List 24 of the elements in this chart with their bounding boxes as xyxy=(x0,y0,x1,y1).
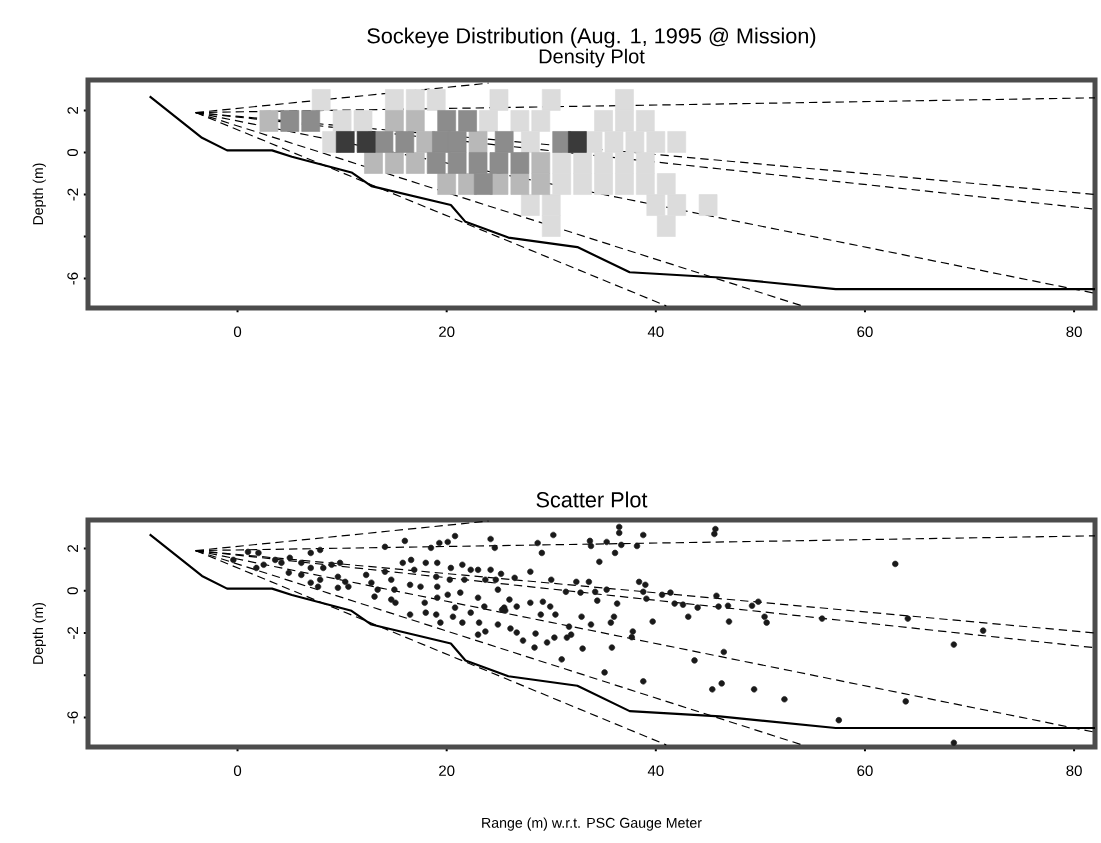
chart-title: Scatter Plot xyxy=(536,491,648,508)
y-axis-title: Depth (m) xyxy=(32,163,46,225)
y-tick-label: 0 xyxy=(67,587,78,595)
y-tick-label: 2 xyxy=(67,107,78,114)
y-axis-title: Depth (m) xyxy=(32,602,46,664)
x-tick-label: 20 xyxy=(439,326,455,338)
chart-title: Sockeye Distribution (Aug. 1, 1995 @ Mission) xyxy=(367,27,816,48)
x-tick-label: 0 xyxy=(233,326,242,338)
y-tick-label: -6 xyxy=(67,711,78,724)
y-tick-label: 0 xyxy=(67,148,78,157)
x-axis-title: Range (m) w.r.t. PSC Gauge Meter xyxy=(482,817,702,831)
x-tick-label: 20 xyxy=(439,765,455,777)
x-tick-label: 40 xyxy=(647,765,664,777)
chart-subtitle: Density Plot xyxy=(539,48,645,68)
y-tick-label: -2 xyxy=(67,627,78,639)
x-tick-label: 0 xyxy=(233,765,242,777)
y-tick-label: -6 xyxy=(67,272,78,285)
y-tick-label: -2 xyxy=(67,188,78,201)
x-tick-label: 60 xyxy=(857,326,873,338)
y-tick-label: 2 xyxy=(67,545,78,552)
x-tick-label: 40 xyxy=(647,326,664,338)
x-tick-label: 80 xyxy=(1066,765,1082,777)
x-tick-label: 60 xyxy=(857,765,873,777)
x-tick-label: 80 xyxy=(1066,326,1082,338)
